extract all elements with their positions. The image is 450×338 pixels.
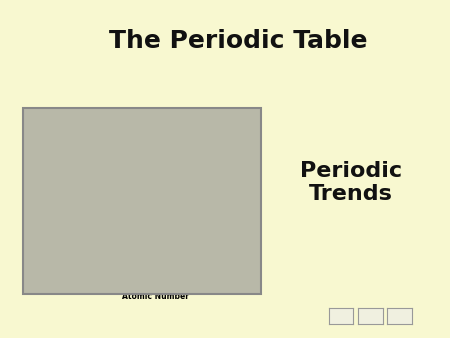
X-axis label: Atomic Number: Atomic Number xyxy=(122,292,189,301)
Text: The Periodic Table: The Periodic Table xyxy=(109,28,368,53)
Text: Periodic
Trends: Periodic Trends xyxy=(300,161,402,204)
Y-axis label: Atomic Radius (pm): Atomic Radius (pm) xyxy=(29,157,38,242)
